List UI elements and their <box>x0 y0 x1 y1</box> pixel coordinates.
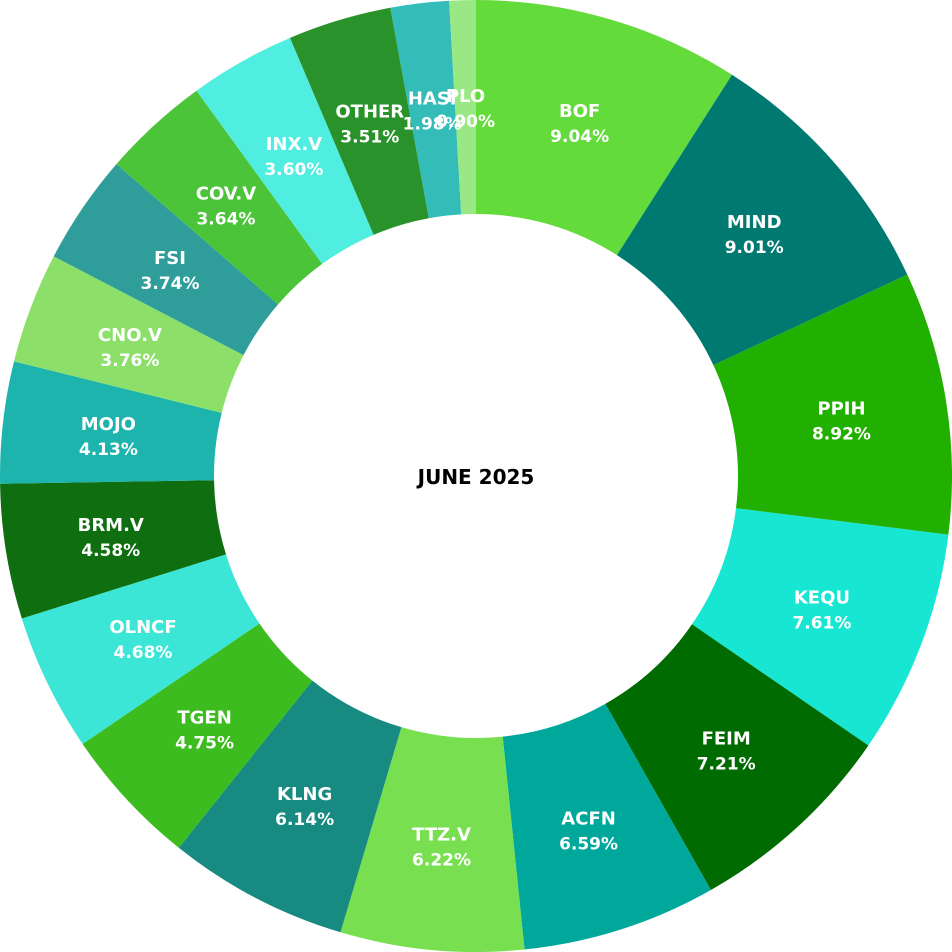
slice-value-ppih: 8.92% <box>812 424 871 444</box>
slice-value-other: 3.51% <box>340 128 399 148</box>
slice-ppih <box>713 274 952 535</box>
slice-label-other: OTHER <box>335 102 404 123</box>
slice-label-fsi: FSI <box>154 248 186 269</box>
slice-value-hasi: 1.98% <box>403 115 462 135</box>
slice-value-plo: 0.90% <box>436 112 495 132</box>
slice-plo <box>449 0 476 215</box>
slice-olncf <box>21 554 260 744</box>
slice-value-cov-v: 3.64% <box>196 209 255 229</box>
slice-acfn <box>502 703 711 950</box>
slice-label-kequ: KEQU <box>794 587 850 608</box>
slice-value-mind: 9.01% <box>725 238 784 258</box>
slice-cno-v <box>14 256 244 413</box>
slice-label-feim: FEIM <box>702 729 751 750</box>
slice-label-mind: MIND <box>727 212 782 233</box>
slice-kequ <box>691 508 949 746</box>
slice-value-inx-v: 3.60% <box>264 160 323 180</box>
labels-layer: BOF 9.04% MIND 9.01% PPIH 8.92% KEQU 7.61% FEIM 7… <box>78 86 871 870</box>
slice-fsi <box>53 164 279 356</box>
slice-mind <box>616 74 908 366</box>
slice-label-klng: KLNG <box>277 784 332 805</box>
slice-other <box>289 7 429 235</box>
slice-label-tgen: TGEN <box>177 707 231 728</box>
slice-mojo <box>0 361 222 484</box>
slice-value-kequ: 7.61% <box>792 613 851 633</box>
slice-value-tgen: 4.75% <box>175 733 234 753</box>
slice-klng <box>178 680 402 933</box>
slice-inx-v <box>196 37 374 264</box>
slice-cov-v <box>116 90 323 305</box>
slice-value-brm-v: 4.58% <box>81 541 140 561</box>
slice-value-acfn: 6.59% <box>559 834 618 854</box>
slice-label-brm-v: BRM.V <box>78 515 144 536</box>
slice-label-ttz-v: TTZ.V <box>412 824 471 845</box>
slice-value-mojo: 4.13% <box>79 440 138 460</box>
slice-ttz-v <box>340 727 525 952</box>
slice-value-fsi: 3.74% <box>141 274 200 294</box>
center-title: JUNE 2025 <box>416 465 535 489</box>
slice-bof <box>476 0 733 256</box>
slice-value-olncf: 4.68% <box>113 643 172 663</box>
slice-label-inx-v: INX.V <box>266 134 322 155</box>
slice-value-klng: 6.14% <box>275 810 334 830</box>
slice-hasi <box>390 0 462 219</box>
slice-brm-v <box>0 480 227 619</box>
slice-label-bof: BOF <box>559 101 600 122</box>
slice-label-cov-v: COV.V <box>196 183 256 204</box>
slice-value-ttz-v: 6.22% <box>412 850 471 870</box>
slice-label-plo: PLO <box>446 86 485 107</box>
slice-label-olncf: OLNCF <box>109 617 176 638</box>
slice-label-cno-v: CNO.V <box>98 325 162 346</box>
slice-value-feim: 7.21% <box>697 755 756 775</box>
slice-tgen <box>82 623 313 848</box>
slice-label-acfn: ACFN <box>561 808 616 829</box>
slice-feim <box>605 624 869 890</box>
slice-value-bof: 9.04% <box>550 127 609 147</box>
slice-value-cno-v: 3.76% <box>100 351 159 371</box>
slice-label-mojo: MOJO <box>81 414 136 435</box>
slice-label-ppih: PPIH <box>817 398 865 419</box>
slice-label-hasi: HASI <box>408 89 457 110</box>
